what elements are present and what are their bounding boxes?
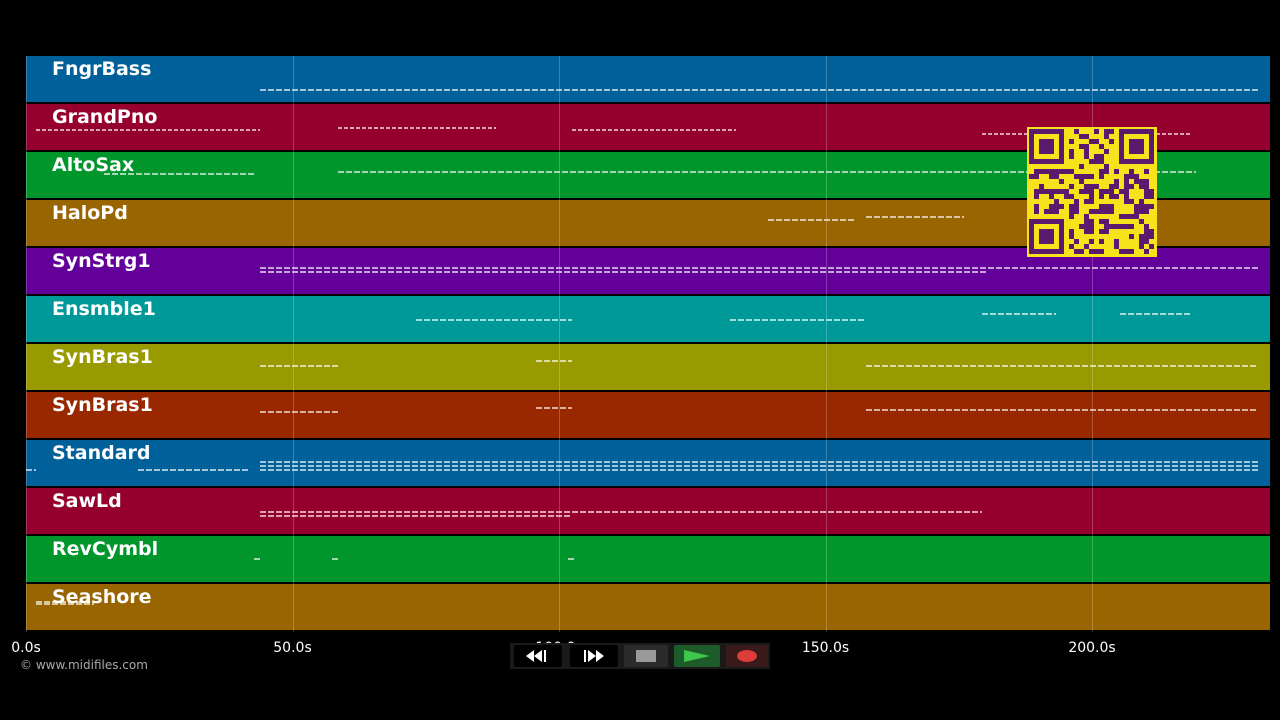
note-streaks (416, 313, 1192, 321)
track-lane: SynBras1 (26, 392, 1270, 438)
track-lane: FngrBass (26, 56, 1270, 102)
note-streaks (260, 267, 1258, 273)
rewind-button[interactable] (514, 645, 562, 667)
track-name: SawLd (52, 490, 122, 512)
track-name: Seashore (52, 586, 152, 608)
note-streaks (26, 461, 1258, 471)
stop-icon (636, 650, 656, 662)
note-streaks (260, 360, 1258, 367)
note-streaks (36, 601, 94, 605)
track-name: Standard (52, 442, 151, 464)
track-lane: Seashore (26, 584, 1270, 630)
track-name: SynStrg1 (52, 250, 151, 272)
track-name: GrandPno (52, 106, 158, 128)
note-streaks (260, 511, 982, 517)
note-streaks (260, 407, 1258, 413)
record-button[interactable] (726, 645, 768, 667)
track-lane: RevCymbl (26, 536, 1270, 582)
fast-forward-button[interactable] (570, 645, 618, 667)
track-lane: SynBras1 (26, 344, 1270, 390)
track-name: Ensmble1 (52, 298, 156, 320)
copyright-text: © www.midifiles.com (20, 658, 148, 672)
play-icon (684, 650, 710, 662)
time-gridline (825, 56, 827, 632)
track-name: SynBras1 (52, 394, 153, 416)
piano-roll: FngrBass GrandPno AltoSax HaloPd SynStrg1 Ens… (26, 56, 1270, 632)
time-gridline (26, 56, 27, 632)
track-lane: SawLd (26, 488, 1270, 534)
time-gridline (292, 56, 294, 632)
record-icon (737, 650, 757, 662)
note-streaks (768, 216, 964, 221)
track-name: SynBras1 (52, 346, 153, 368)
time-tick-label: 0.0s (11, 640, 41, 656)
track-name: HaloPd (52, 202, 128, 224)
transport-controls (510, 643, 770, 669)
qr-code-icon (1027, 127, 1157, 257)
fast-forward-icon (584, 650, 604, 662)
time-gridline (559, 56, 560, 632)
note-streaks (260, 89, 1258, 91)
stop-button[interactable] (624, 645, 668, 667)
track-name: AltoSax (52, 154, 135, 176)
track-lane: Ensmble1 (26, 296, 1270, 342)
play-button[interactable] (674, 645, 720, 667)
track-name: RevCymbl (52, 538, 159, 560)
time-gridline (1092, 56, 1093, 632)
time-tick-label: 150.0s (801, 640, 850, 656)
track-lane: Standard (26, 440, 1270, 486)
time-tick-label: 50.0s (273, 640, 312, 656)
rewind-icon (526, 650, 546, 662)
track-name: FngrBass (52, 58, 152, 80)
note-streaks (254, 558, 574, 560)
time-tick-label: 200.0s (1068, 640, 1116, 656)
